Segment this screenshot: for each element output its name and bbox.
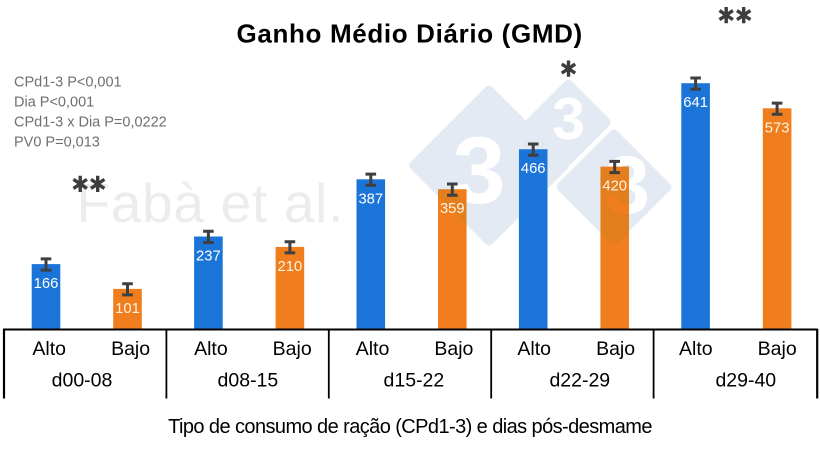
svg-text:166: 166 <box>34 276 59 292</box>
svg-text:Fabà et al.: Fabà et al. <box>77 172 345 234</box>
svg-text:Bajo: Bajo <box>273 338 312 360</box>
svg-text:d29-40: d29-40 <box>715 370 776 392</box>
svg-text:3: 3 <box>604 140 650 231</box>
svg-text:Alto: Alto <box>356 338 390 360</box>
svg-text:Alto: Alto <box>32 338 66 360</box>
svg-text:387: 387 <box>358 191 383 207</box>
svg-text:Bajo: Bajo <box>434 338 473 360</box>
svg-text:420: 420 <box>602 179 627 195</box>
svg-text:Dia P<0,001: Dia P<0,001 <box>14 94 94 110</box>
svg-text:466: 466 <box>521 161 546 177</box>
svg-text:CPd1-3 P<0,001: CPd1-3 P<0,001 <box>14 74 122 90</box>
svg-text:Alto: Alto <box>517 338 551 360</box>
svg-text:Alto: Alto <box>679 338 713 360</box>
svg-text:PV0 P=0,013: PV0 P=0,013 <box>14 134 100 150</box>
svg-text:d08-15: d08-15 <box>218 370 279 392</box>
svg-text:d15-22: d15-22 <box>384 370 445 392</box>
svg-text:Tipo de consumo de ração (CPd1: Tipo de consumo de ração (CPd1-3) e dias… <box>168 416 652 438</box>
svg-text:d00-08: d00-08 <box>52 370 113 392</box>
svg-text:Bajo: Bajo <box>111 338 150 360</box>
svg-text:237: 237 <box>196 249 221 265</box>
svg-text:573: 573 <box>765 120 790 136</box>
svg-text:359: 359 <box>440 201 465 217</box>
svg-text:641: 641 <box>683 95 708 111</box>
svg-text:101: 101 <box>115 301 140 317</box>
svg-text:Ganho Médio Diário (GMD): Ganho Médio Diário (GMD) <box>237 19 583 49</box>
svg-text:Bajo: Bajo <box>758 338 797 360</box>
svg-text:d22-29: d22-29 <box>549 370 610 392</box>
svg-text:3: 3 <box>552 86 585 152</box>
svg-text:210: 210 <box>278 259 303 275</box>
svg-text:CPd1-3 x Dia P=0,0222: CPd1-3 x Dia P=0,0222 <box>14 114 167 130</box>
svg-text:Bajo: Bajo <box>596 338 635 360</box>
svg-text:3: 3 <box>453 118 506 224</box>
svg-text:Alto: Alto <box>194 338 228 360</box>
